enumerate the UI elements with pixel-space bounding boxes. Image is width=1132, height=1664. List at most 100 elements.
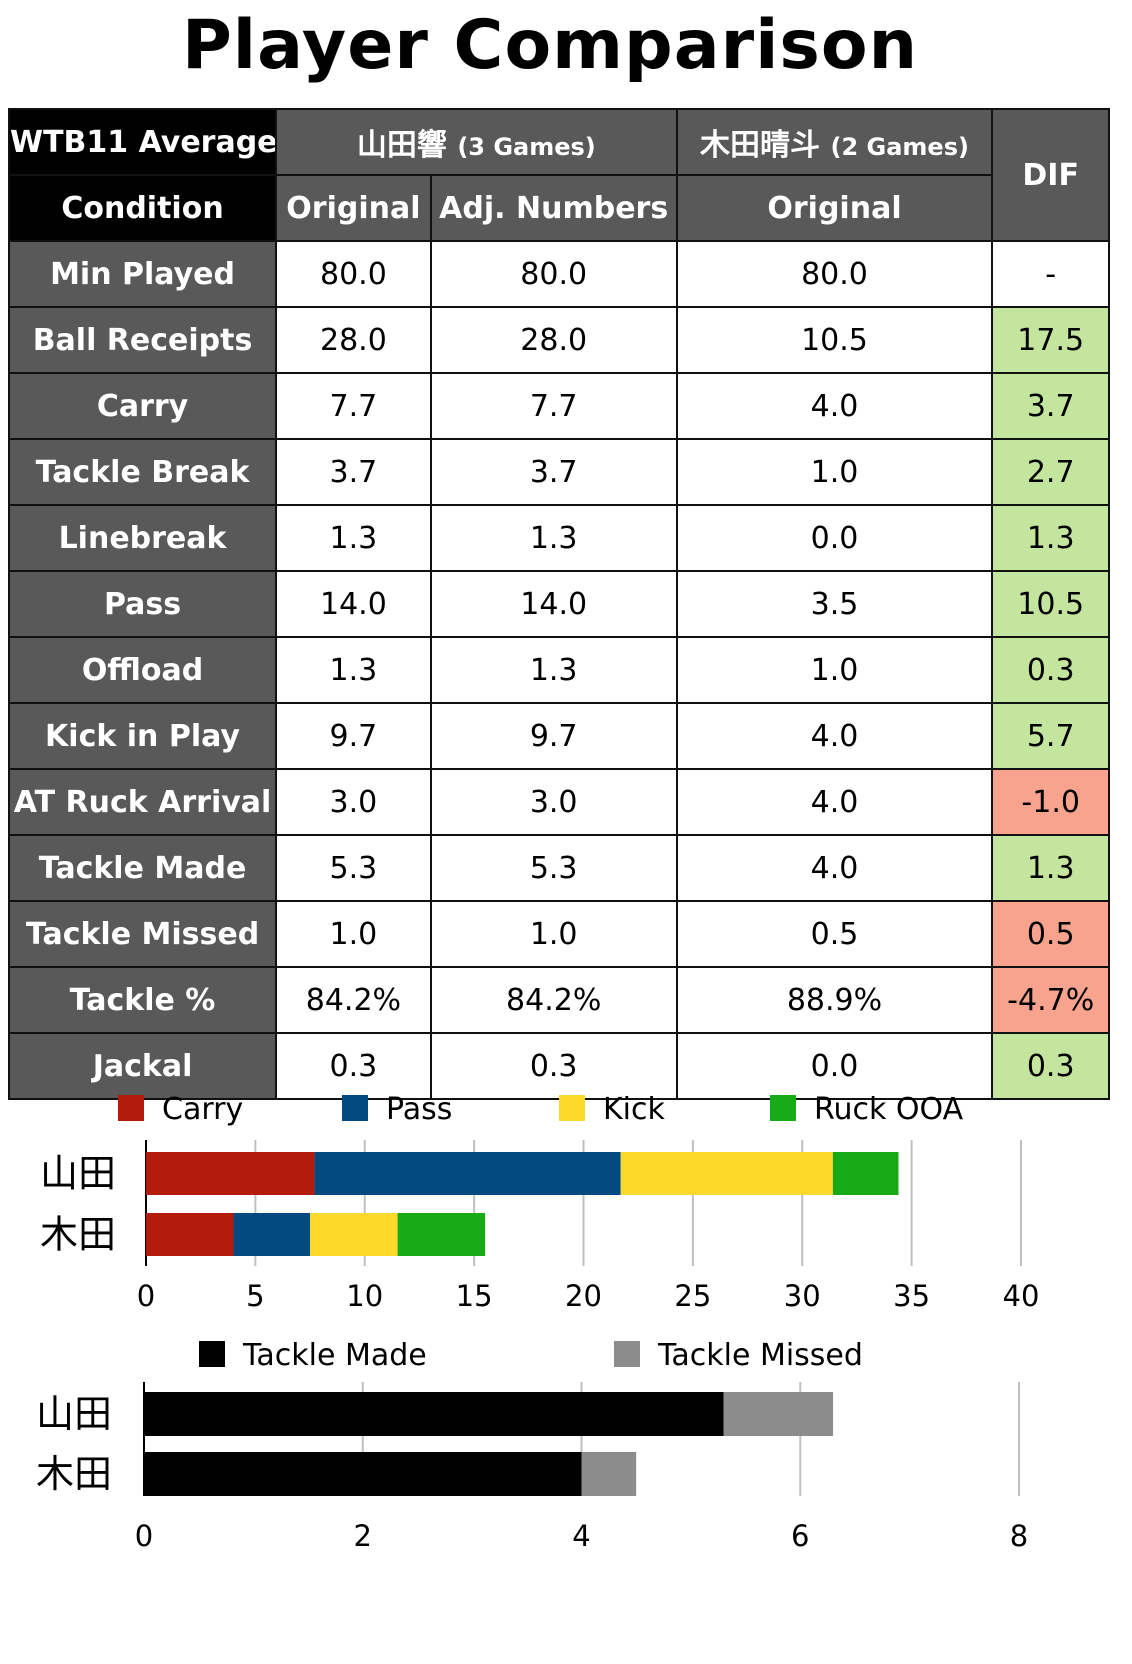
legend-swatch-tackle-missed (614, 1341, 640, 1367)
corner-header-line1: WTB11 Average (7, 108, 278, 176)
p1-original-value: 3.7 (275, 438, 432, 506)
legend-label-carry: Carry (162, 1092, 243, 1127)
row-label: Carry (7, 372, 278, 440)
bar-tackle-missed-yamada (723, 1392, 834, 1436)
row-label: Tackle Break (7, 438, 278, 506)
dif-value: -4.7% (991, 966, 1110, 1034)
p1-adjusted-value: 14.0 (429, 570, 678, 638)
p2-original-value: 4.0 (675, 834, 994, 902)
table-row: Tackle Made 5.3 5.3 4.0 1.3 (7, 834, 1110, 902)
subheader-p1-adjusted: Adj. Numbers (429, 174, 678, 242)
player1-name: 山田響 (356, 128, 447, 163)
x-tick-label: 40 (1003, 1279, 1040, 1313)
subheader-p1-original: Original (275, 174, 432, 242)
x-tick-label: 8 (1010, 1519, 1028, 1553)
legend-label-tackle-made: Tackle Made (242, 1338, 427, 1373)
table-row: Tackle Missed 1.0 1.0 0.5 0.5 (7, 900, 1110, 968)
table-row: Pass 14.0 14.0 3.5 10.5 (7, 570, 1110, 638)
p1-adjusted-value: 3.0 (429, 768, 678, 836)
bar-carry-yamada (146, 1152, 315, 1195)
p1-adjusted-value: 7.7 (429, 372, 678, 440)
bar-tackle-missed-kida (581, 1452, 637, 1496)
p2-original-value: 10.5 (675, 306, 994, 374)
x-tick-label: 6 (791, 1519, 809, 1553)
bar-ruck-ooa-yamada (832, 1152, 899, 1195)
legend-swatch-pass (342, 1095, 368, 1121)
bar-kick-yamada (620, 1152, 833, 1195)
dif-value: 0.3 (991, 1032, 1110, 1100)
p2-original-value: 80.0 (675, 240, 994, 308)
page-title: Player Comparison (181, 6, 919, 85)
x-tick-label: 4 (572, 1519, 590, 1553)
table-row: Tackle Break 3.7 3.7 1.0 2.7 (7, 438, 1110, 506)
dif-value: 0.5 (991, 900, 1110, 968)
p2-original-value: 4.0 (675, 768, 994, 836)
p1-adjusted-value: 1.3 (429, 636, 678, 704)
x-tick-label: 10 (346, 1279, 383, 1313)
dif-value: -1.0 (991, 768, 1110, 836)
p1-adjusted-value: 9.7 (429, 702, 678, 770)
corner-header-line2: Condition (7, 174, 278, 242)
dif-value: 3.7 (991, 372, 1110, 440)
dif-value: 5.7 (991, 702, 1110, 770)
bar-carry-kida (146, 1213, 234, 1256)
legend-label-tackle-missed: Tackle Missed (657, 1338, 863, 1373)
x-tick-label: 20 (565, 1279, 602, 1313)
p1-original-value: 3.0 (275, 768, 432, 836)
p2-original-value: 4.0 (675, 372, 994, 440)
legend-swatch-tackle-made (199, 1341, 225, 1367)
player1-header: 山田響 (3 Games) (275, 108, 678, 176)
x-tick-label: 30 (784, 1279, 821, 1313)
table-row: Jackal 0.3 0.3 0.0 0.3 (7, 1032, 1110, 1100)
p2-original-value: 4.0 (675, 702, 994, 770)
legend-swatch-carry (118, 1095, 144, 1121)
p1-adjusted-value: 5.3 (429, 834, 678, 902)
table-row: AT Ruck Arrival 3.0 3.0 4.0 -1.0 (7, 768, 1110, 836)
p1-adjusted-value: 3.7 (429, 438, 678, 506)
row-label: Pass (7, 570, 278, 638)
p1-original-value: 1.3 (275, 504, 432, 572)
bar-tackle-made-yamada (144, 1392, 724, 1436)
p1-adjusted-value: 28.0 (429, 306, 678, 374)
p1-original-value: 1.3 (275, 636, 432, 704)
x-tick-label: 25 (674, 1279, 711, 1313)
legend-label-pass: Pass (386, 1092, 452, 1127)
table-row: Ball Receipts 28.0 28.0 10.5 17.5 (7, 306, 1110, 374)
row-label: AT Ruck Arrival (7, 768, 278, 836)
p2-original-value: 0.0 (675, 1032, 994, 1100)
dif-value: 10.5 (991, 570, 1110, 638)
dif-value: - (991, 240, 1110, 308)
p1-adjusted-value: 0.3 (429, 1032, 678, 1100)
p2-original-value: 0.0 (675, 504, 994, 572)
p1-original-value: 0.3 (275, 1032, 432, 1100)
legend-label-ruck-ooa: Ruck OOA (814, 1092, 964, 1127)
row-label: Ball Receipts (7, 306, 278, 374)
bar-tackle-made-kida (144, 1452, 582, 1496)
dif-value: 1.3 (991, 834, 1110, 902)
table-row: Min Played 80.0 80.0 80.0- (7, 240, 1110, 308)
table-row: Tackle % 84.2% 84.2% 88.9% -4.7% (7, 966, 1110, 1034)
p2-original-value: 1.0 (675, 636, 994, 704)
row-label: Kick in Play (7, 702, 278, 770)
p2-original-value: 0.5 (675, 900, 994, 968)
p1-original-value: 80.0 (275, 240, 432, 308)
p1-original-value: 28.0 (275, 306, 432, 374)
category-label: 山田 (40, 1152, 116, 1196)
x-tick-label: 35 (893, 1279, 930, 1313)
p1-original-value: 14.0 (275, 570, 432, 638)
player2-games: (2 Games) (830, 133, 969, 161)
row-label: Tackle % (7, 966, 278, 1034)
legend-label-kick: Kick (603, 1092, 666, 1127)
player2-name: 木田晴斗 (700, 128, 821, 163)
p1-adjusted-value: 84.2% (429, 966, 678, 1034)
p2-original-value: 3.5 (675, 570, 994, 638)
p1-original-value: 84.2% (275, 966, 432, 1034)
subheader-p2-original: Original (675, 174, 994, 242)
row-label: Tackle Made (7, 834, 278, 902)
category-label: 木田 (36, 1452, 112, 1496)
table-row: Carry 7.7 7.7 4.0 3.7 (7, 372, 1110, 440)
category-label: 木田 (40, 1213, 116, 1257)
row-label: Jackal (7, 1032, 278, 1100)
dif-value: 1.3 (991, 504, 1110, 572)
